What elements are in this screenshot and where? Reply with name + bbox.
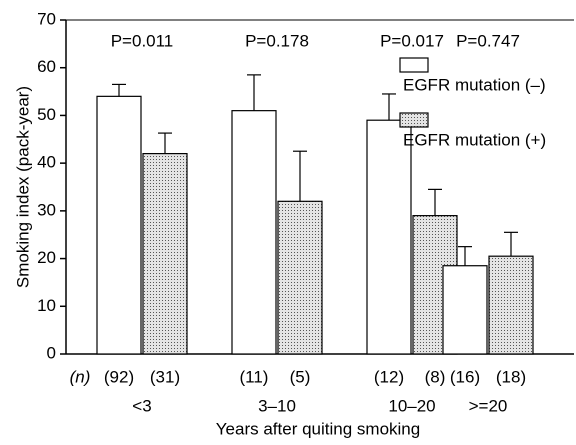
bar bbox=[442, 265, 488, 355]
bar bbox=[488, 255, 534, 355]
legend-swatch bbox=[399, 112, 429, 128]
legend-swatch bbox=[399, 57, 429, 73]
annotation: P=0.017 bbox=[380, 31, 444, 50]
n-count: (5) bbox=[290, 367, 311, 386]
n-count: (92) bbox=[104, 367, 134, 386]
y-tick-label: 40 bbox=[37, 153, 56, 172]
n-count: (8) bbox=[425, 367, 446, 386]
x-tick-label: 3–10 bbox=[258, 396, 296, 415]
n-count: (16) bbox=[450, 367, 480, 386]
legend-label: EGFR mutation (–) bbox=[403, 75, 546, 94]
n-label: (n) bbox=[70, 367, 91, 386]
x-tick-label: <3 bbox=[132, 396, 151, 415]
x-tick-label: 10–20 bbox=[388, 396, 435, 415]
annotation: P=0.011 bbox=[111, 31, 174, 50]
y-axis-title: Smoking index (pack-year) bbox=[13, 86, 32, 288]
bar bbox=[277, 200, 323, 355]
y-tick-label: 20 bbox=[37, 248, 56, 267]
x-axis-title: Years after quiting smoking bbox=[216, 419, 420, 438]
annotation: P=0.178 bbox=[245, 31, 309, 50]
x-tick-label: >=20 bbox=[469, 396, 508, 415]
bar bbox=[96, 95, 142, 355]
y-tick-label: 0 bbox=[47, 343, 56, 362]
annotation: P=0.747 bbox=[456, 31, 520, 50]
bar bbox=[231, 110, 277, 355]
y-tick-label: 30 bbox=[37, 200, 56, 219]
n-count: (18) bbox=[496, 367, 526, 386]
y-tick-label: 10 bbox=[37, 296, 56, 315]
bar bbox=[142, 153, 188, 355]
n-count: (31) bbox=[150, 367, 180, 386]
y-tick-label: 50 bbox=[37, 105, 56, 124]
bar bbox=[366, 119, 412, 355]
n-count: (11) bbox=[240, 367, 269, 386]
n-count: (12) bbox=[374, 367, 404, 386]
y-tick-label: 70 bbox=[37, 9, 56, 28]
y-tick-label: 60 bbox=[37, 57, 56, 76]
legend-label: EGFR mutation (+) bbox=[403, 130, 546, 149]
